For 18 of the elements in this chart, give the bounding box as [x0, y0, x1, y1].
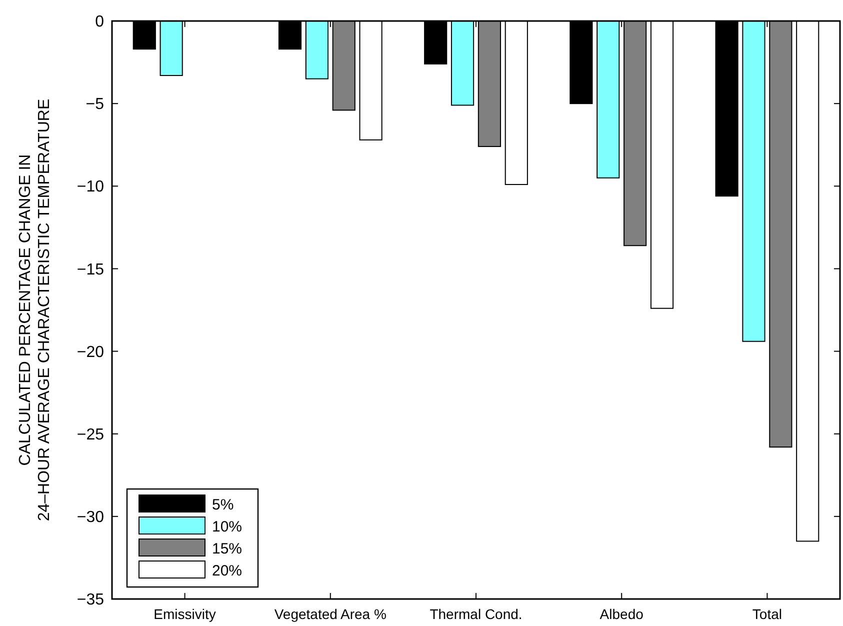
x-tick-label: Thermal Cond.: [430, 606, 522, 622]
x-tick-label: Emissivity: [154, 606, 216, 622]
y-tick-label: −10: [76, 178, 104, 196]
y-tick-label: −25: [76, 426, 104, 444]
y-axis-title: CALCULATED PERCENTAGE CHANGE IN 24–HOUR AVERAGE CHARACTERISTIC TEMPERATURE: [17, 98, 53, 522]
y-tick-label: 0: [95, 14, 104, 31]
legend-label: 5%: [212, 496, 234, 514]
x-tick-label: Total: [752, 606, 782, 622]
y-tick-label: −20: [76, 344, 104, 361]
y-tick-label: −35: [76, 592, 104, 609]
y-tick-label: −15: [76, 261, 104, 278]
x-tick-label: Vegetated Area %: [274, 606, 386, 622]
legend-label: 20%: [212, 562, 242, 580]
y-tick-label: −30: [76, 509, 104, 526]
legend-label: 15%: [212, 540, 242, 558]
legend-label: 10%: [212, 518, 242, 536]
x-tick-label: Albedo: [600, 606, 644, 622]
y-tick-label: −5: [86, 96, 104, 114]
